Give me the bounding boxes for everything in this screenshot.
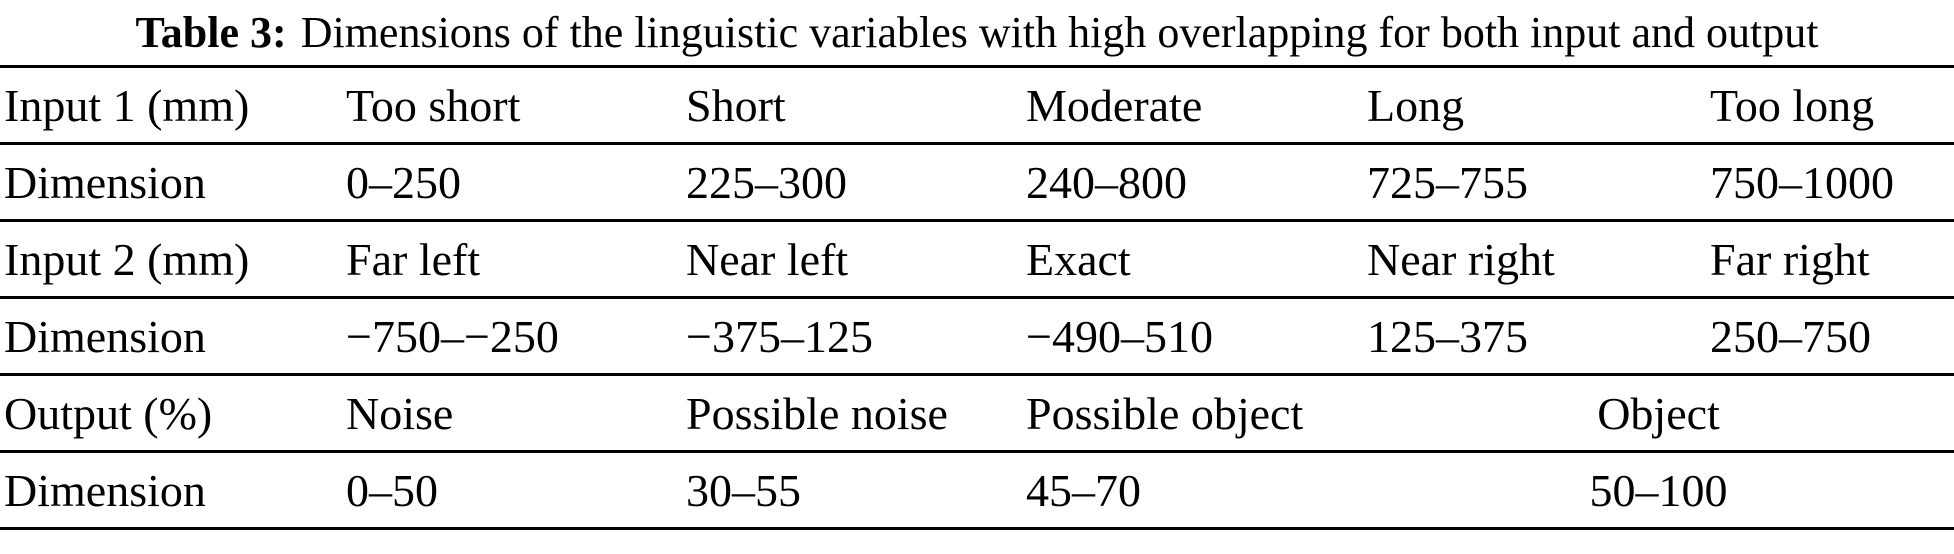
linguistic-variables-table: Input 1 (mm) Too short Short Moderate Lo… <box>0 65 1954 530</box>
row-header-cell: Dimension <box>4 464 206 516</box>
value-cell: Noise <box>346 387 454 439</box>
row-header-cell: Input 2 (mm) <box>4 233 250 285</box>
value-cell: Long <box>1367 79 1465 131</box>
table-row-input2-labels: Input 2 (mm) Far left Near left Exact Ne… <box>0 221 1954 298</box>
value-cell: −750–−250 <box>346 310 559 362</box>
value-cell: Too long <box>1710 79 1875 131</box>
value-cell: Far right <box>1710 233 1870 285</box>
value-cell: −490–510 <box>1026 310 1213 362</box>
value-cell: 30–55 <box>686 464 801 516</box>
value-cell-merged: 50–100 <box>1589 464 1728 516</box>
value-cell: 240–800 <box>1026 156 1187 208</box>
table-caption: Table 3: Dimensions of the linguistic var… <box>0 0 1954 65</box>
value-cell: Moderate <box>1026 79 1203 131</box>
table-row-output-dimensions: Dimension 0–50 30–55 45–70 50–100 <box>0 452 1954 529</box>
value-cell: Far left <box>346 233 481 285</box>
value-cell-merged: Object <box>1597 387 1720 439</box>
value-cell: 125–375 <box>1367 310 1528 362</box>
value-cell: 750–1000 <box>1710 156 1894 208</box>
value-cell: 0–250 <box>346 156 461 208</box>
value-cell: Possible noise <box>686 387 948 439</box>
value-cell: Short <box>686 79 786 131</box>
table-row-input2-dimensions: Dimension −750–−250 −375–125 −490–510 12… <box>0 298 1954 375</box>
table-row-input1-labels: Input 1 (mm) Too short Short Moderate Lo… <box>0 67 1954 144</box>
table-row-input1-dimensions: Dimension 0–250 225–300 240–800 725–755 … <box>0 144 1954 221</box>
value-cell: Near left <box>686 233 849 285</box>
table-caption-label: Table 3: <box>135 8 287 57</box>
value-cell: 225–300 <box>686 156 847 208</box>
row-header-cell: Input 1 (mm) <box>4 79 250 131</box>
table-caption-text: Dimensions of the linguistic variables w… <box>300 8 1819 57</box>
value-cell: Possible object <box>1026 387 1304 439</box>
value-cell: 45–70 <box>1026 464 1141 516</box>
row-header-cell: Dimension <box>4 310 206 362</box>
row-header-cell: Output (%) <box>4 387 213 439</box>
value-cell: 0–50 <box>346 464 438 516</box>
value-cell: Too short <box>346 79 521 131</box>
value-cell: −375–125 <box>686 310 873 362</box>
value-cell: 250–750 <box>1710 310 1871 362</box>
value-cell: Exact <box>1026 233 1131 285</box>
value-cell: Near right <box>1367 233 1555 285</box>
value-cell: 725–755 <box>1367 156 1528 208</box>
table-row-output-labels: Output (%) Noise Possible noise Possible… <box>0 375 1954 452</box>
row-header-cell: Dimension <box>4 156 206 208</box>
